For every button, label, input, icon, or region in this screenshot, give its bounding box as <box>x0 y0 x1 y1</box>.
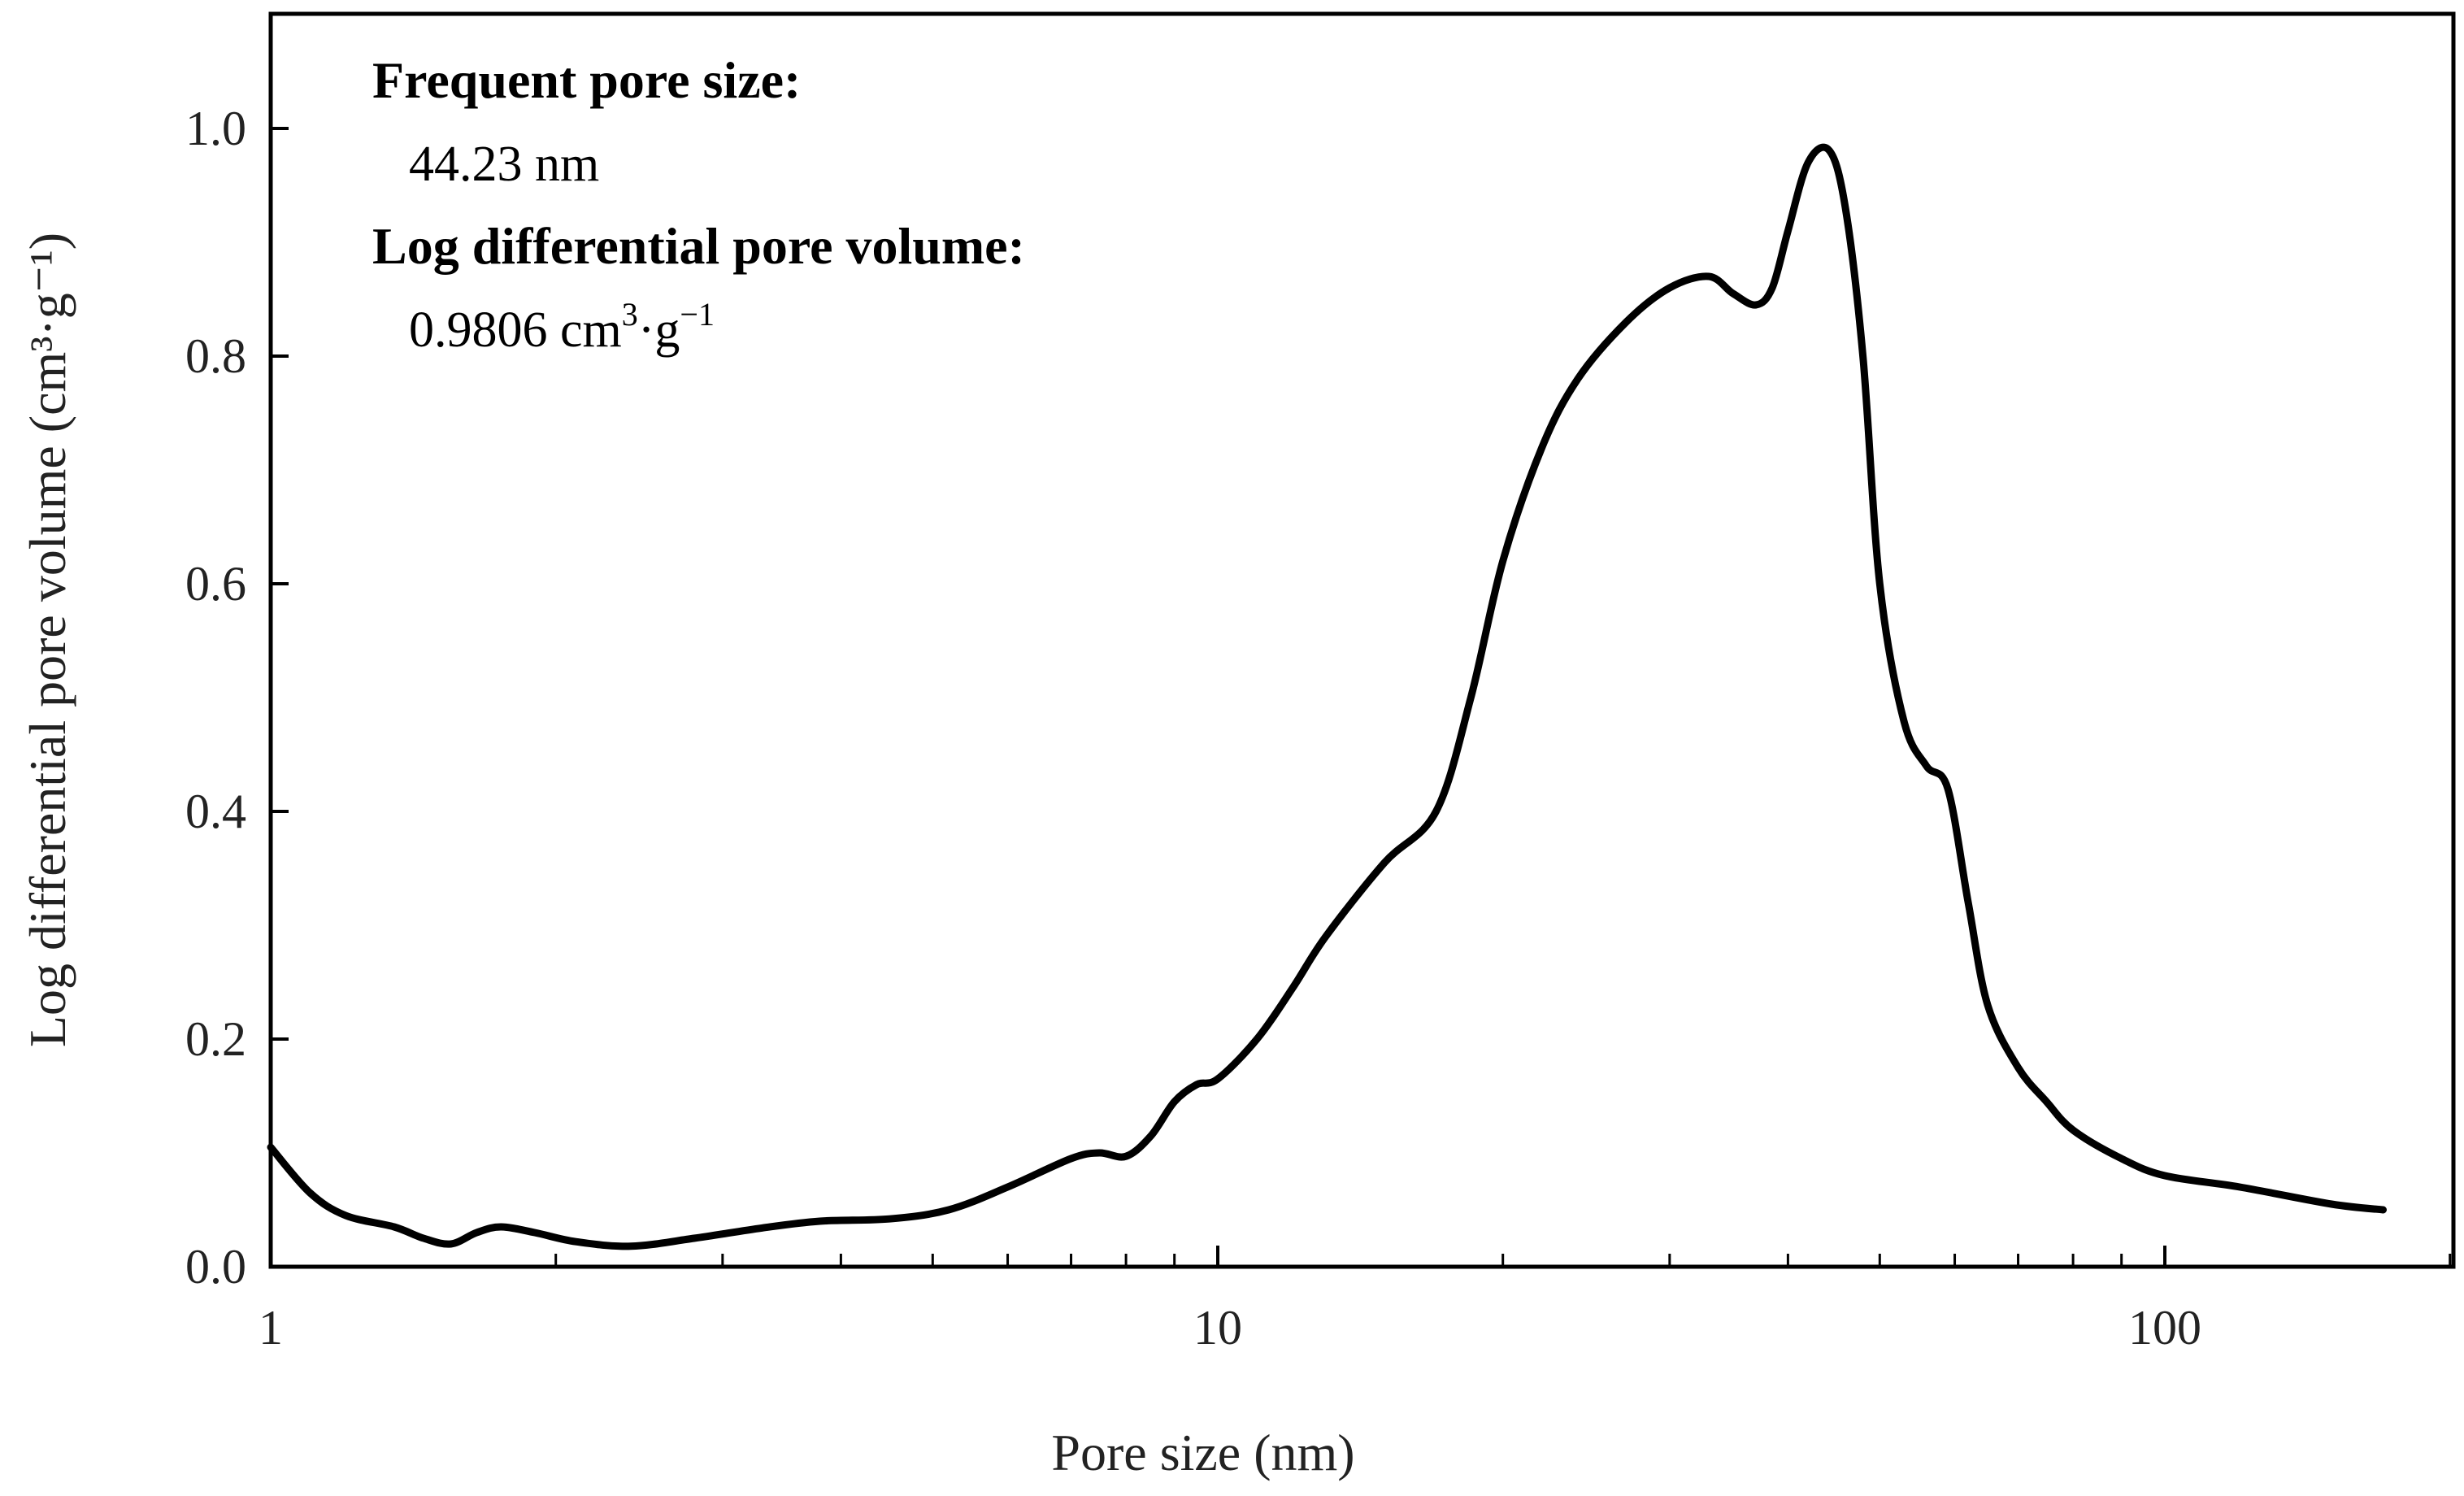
y-tick-label: 0.4 <box>185 785 246 838</box>
volume-value-sup2: −1 <box>680 296 715 333</box>
frequent-pore-size-value: 44.23 nm <box>409 137 599 192</box>
log-differential-volume-label: Log differential pore volume: <box>372 217 1025 275</box>
y-tick-label: 0.6 <box>185 557 246 611</box>
log-differential-volume-value: 0.9806 cm3·g−1 <box>409 296 715 358</box>
x-axis-title: Pore size (nm) <box>1051 1424 1354 1481</box>
volume-value-sup1: 3 <box>622 296 638 333</box>
y-tick-label: 1.0 <box>185 102 246 155</box>
plot-frame <box>268 11 2456 1269</box>
x-tick-label: 1 <box>259 1301 283 1355</box>
annotation-box: Frequent pore size: 44.23 nm Log differe… <box>372 51 1025 358</box>
x-axis-ticks: 1 10 100 <box>259 1246 2452 1355</box>
volume-value-mid: ·g <box>638 302 680 358</box>
x-tick-label: 100 <box>2128 1301 2201 1355</box>
y-axis-ticks: 0.0 0.2 0.4 0.6 0.8 1.0 <box>185 102 289 1294</box>
x-tick-label: 10 <box>1193 1301 1242 1355</box>
frequent-pore-size-label: Frequent pore size: <box>372 51 801 109</box>
y-axis-title: Log differential pore volume (cm³·g⁻¹) <box>19 233 76 1047</box>
y-tick-label: 0.8 <box>185 329 246 383</box>
volume-value-base: 0.9806 cm <box>409 302 622 358</box>
pore-volume-curve <box>267 143 2387 1250</box>
y-tick-label: 0.0 <box>185 1240 246 1294</box>
y-tick-label: 0.2 <box>185 1012 246 1066</box>
